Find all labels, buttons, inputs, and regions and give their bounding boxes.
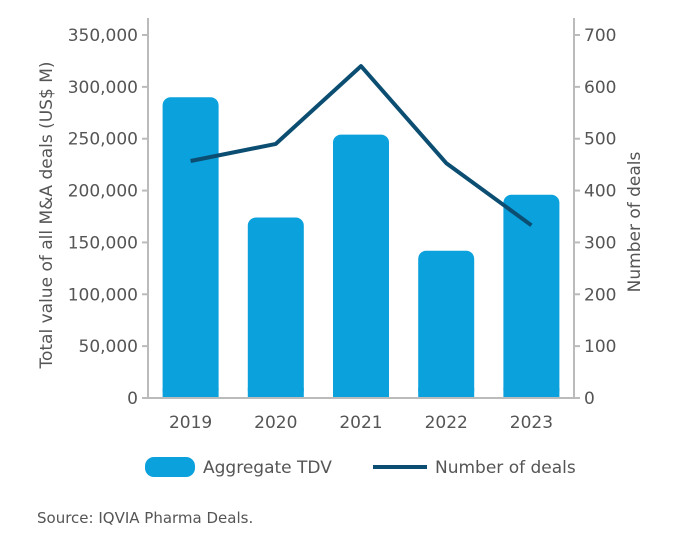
right-tick-label: 700: [584, 26, 616, 46]
left-tick-label: 100,000: [68, 285, 138, 305]
x-tick-label: 2020: [254, 413, 297, 433]
left-tick-label: 250,000: [68, 130, 138, 150]
left-tick-label: 300,000: [68, 78, 138, 98]
right-tick-label: 400: [584, 182, 616, 202]
bar-2021: [333, 134, 389, 398]
bar-base-2023: [503, 388, 560, 398]
legend: Aggregate TDV Number of deals: [145, 457, 576, 478]
left-tick-label: 350,000: [68, 26, 138, 46]
x-tick-labels: 2019 2020 2021 2022 2023: [169, 413, 553, 433]
chart: 0 50,000 100,000 150,000 200,000 250,000 300,0…: [37, 18, 645, 478]
left-tick-label: 200,000: [68, 182, 138, 202]
right-tick-label: 600: [584, 78, 616, 98]
x-tick-label: 2019: [169, 413, 212, 433]
bar-2020: [247, 217, 304, 398]
right-tick-label: 0: [584, 389, 595, 409]
right-tick-label: 300: [584, 233, 616, 253]
right-tick-labels: 0 100 200 300 400 500 600 700: [574, 26, 616, 409]
bar-2022: [418, 250, 475, 398]
left-tick-labels: 0 50,000 100,000 150,000 200,000 250,000 300,0…: [68, 26, 148, 409]
left-tick-label: 0: [127, 389, 138, 409]
x-tick-label: 2021: [339, 413, 382, 433]
bar-base-2019: [162, 388, 219, 398]
left-tick-label: 50,000: [79, 337, 138, 357]
x-tick-label: 2022: [425, 413, 468, 433]
number-of-deals-line: [190, 64, 533, 227]
axes: [147, 18, 575, 399]
source-note: Source: IQVIA Pharma Deals.: [37, 509, 254, 527]
right-axis-title: Number of deals: [625, 151, 645, 292]
legend-swatch-aggregate-tdv: [145, 457, 195, 477]
x-tick-label: 2023: [510, 413, 553, 433]
right-tick-label: 500: [584, 130, 616, 150]
bar-base-2021: [333, 388, 389, 398]
right-tick-label: 100: [584, 337, 616, 357]
bar-group: [162, 97, 560, 398]
bar-2023: [503, 194, 560, 398]
left-tick-label: 150,000: [68, 233, 138, 253]
legend-label-number-of-deals: Number of deals: [435, 458, 576, 478]
legend-label-aggregate-tdv: Aggregate TDV: [203, 458, 332, 478]
bar-2019: [162, 97, 219, 398]
bar-base-2020: [247, 388, 304, 398]
left-axis-title: Total value of all M&A deals (US$ M): [37, 62, 57, 370]
bar-base-2022: [418, 388, 475, 398]
right-tick-label: 200: [584, 285, 616, 305]
